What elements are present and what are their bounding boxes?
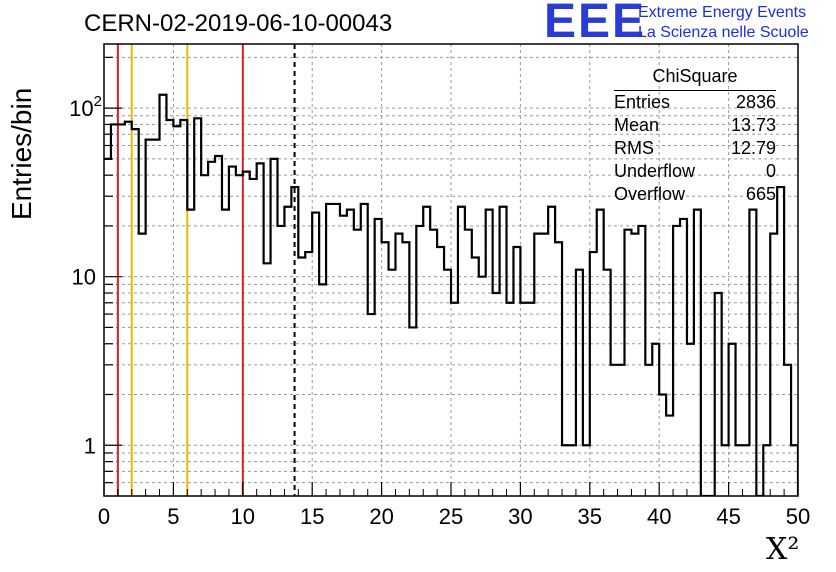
x-tick-label: 0 bbox=[98, 504, 110, 529]
y-tick-label: 1 bbox=[84, 433, 96, 458]
x-tick-label: 20 bbox=[369, 504, 393, 529]
stats-box: ChiSquare Entries 2836 Mean 13.73 RMS 12… bbox=[614, 66, 776, 206]
stats-row-mean: Mean 13.73 bbox=[614, 114, 776, 137]
eee-logo: EEE Extreme Energy Events La Scienza nel… bbox=[540, 0, 830, 48]
x-tick-label: 15 bbox=[300, 504, 324, 529]
x-axis-label: X² bbox=[766, 532, 800, 567]
x-tick-label: 35 bbox=[578, 504, 602, 529]
stats-row-overflow: Overflow 665 bbox=[614, 183, 776, 206]
stats-row-entries: Entries 2836 bbox=[614, 91, 776, 114]
x-tick-label: 50 bbox=[786, 504, 810, 529]
stats-row-underflow: Underflow 0 bbox=[614, 160, 776, 183]
stats-title: ChiSquare bbox=[614, 66, 776, 91]
y-axis-label: Entries/bin bbox=[6, 87, 37, 220]
eee-logo-mark: EEE bbox=[544, 0, 647, 48]
x-tick-label: 5 bbox=[167, 504, 179, 529]
stats-label: Entries bbox=[614, 92, 671, 112]
stats-row-rms: RMS 12.79 bbox=[614, 137, 776, 160]
x-tick-label: 40 bbox=[647, 504, 671, 529]
y-tick-label: 102 bbox=[69, 93, 102, 121]
x-tick-label: 45 bbox=[716, 504, 740, 529]
stats-value: 2836 bbox=[735, 92, 776, 112]
stats-label: Overflow bbox=[614, 184, 686, 204]
stats-label: Underflow bbox=[614, 161, 696, 181]
chart-title: CERN-02-2019-06-10-00043 bbox=[84, 10, 393, 37]
logo-line-2: La Scienza nelle Scuole bbox=[638, 24, 809, 41]
stats-value: 12.79 bbox=[730, 138, 776, 158]
stats-value: 13.73 bbox=[730, 115, 776, 135]
y-tick-label: 10 bbox=[72, 265, 96, 290]
stats-value: 0 bbox=[765, 161, 776, 181]
x-tick-label: 10 bbox=[231, 504, 255, 529]
stats-value: 665 bbox=[745, 184, 776, 204]
stats-label: RMS bbox=[614, 138, 654, 158]
x-tick-label: 30 bbox=[508, 504, 532, 529]
x-tick-label: 25 bbox=[439, 504, 463, 529]
logo-line-1: Extreme Energy Events bbox=[638, 4, 807, 21]
histogram-step-line bbox=[104, 93, 798, 496]
stats-label: Mean bbox=[614, 115, 660, 135]
